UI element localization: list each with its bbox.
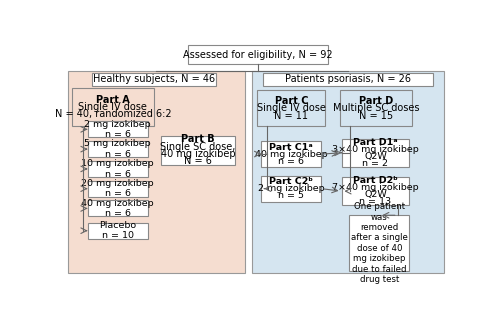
Text: Patients psoriasis, N = 26: Patients psoriasis, N = 26 — [285, 74, 411, 84]
Text: n = 13: n = 13 — [360, 197, 392, 206]
FancyBboxPatch shape — [88, 181, 148, 197]
Text: Placebo
n = 10: Placebo n = 10 — [99, 221, 136, 240]
Text: 7×40 mg izokibep: 7×40 mg izokibep — [332, 183, 418, 192]
Text: Single IV dose: Single IV dose — [257, 103, 326, 113]
Text: 20 mg izokibep
n = 6: 20 mg izokibep n = 6 — [82, 179, 154, 198]
Text: 40 mg izokibep: 40 mg izokibep — [161, 149, 236, 159]
Text: n = 2: n = 2 — [362, 159, 388, 168]
Text: Single SC dose,: Single SC dose, — [160, 142, 236, 152]
Text: Single IV dose: Single IV dose — [78, 102, 148, 112]
FancyBboxPatch shape — [88, 200, 148, 216]
Text: 5 mg izokibep
n = 6: 5 mg izokibep n = 6 — [84, 139, 151, 159]
Text: 2 mg izokibep: 2 mg izokibep — [258, 184, 324, 193]
Text: N = 11: N = 11 — [274, 111, 308, 121]
FancyBboxPatch shape — [68, 71, 244, 273]
Text: Part D1ᵃ: Part D1ᵃ — [353, 138, 398, 147]
FancyBboxPatch shape — [349, 215, 410, 271]
Text: 40 mg izokibep: 40 mg izokibep — [255, 150, 328, 159]
Text: Part D: Part D — [358, 96, 393, 106]
FancyBboxPatch shape — [263, 73, 434, 86]
Text: Part B: Part B — [182, 134, 215, 144]
FancyBboxPatch shape — [262, 176, 322, 202]
FancyBboxPatch shape — [72, 88, 154, 126]
Text: Assessed for eligibility, N = 92: Assessed for eligibility, N = 92 — [184, 49, 333, 60]
Text: Part C2ᵇ: Part C2ᵇ — [270, 177, 314, 186]
Text: N = 6: N = 6 — [184, 156, 212, 166]
FancyBboxPatch shape — [88, 121, 148, 137]
FancyBboxPatch shape — [342, 139, 409, 167]
FancyBboxPatch shape — [88, 223, 148, 239]
FancyBboxPatch shape — [262, 141, 322, 167]
Text: Part C1ᵃ: Part C1ᵃ — [270, 143, 313, 152]
FancyBboxPatch shape — [92, 73, 216, 86]
Text: Q2W: Q2W — [364, 152, 387, 161]
FancyBboxPatch shape — [252, 71, 444, 273]
FancyBboxPatch shape — [258, 91, 325, 126]
Text: Part A: Part A — [96, 95, 130, 105]
Text: n = 6: n = 6 — [278, 157, 304, 166]
Text: Multiple SC doses: Multiple SC doses — [332, 103, 419, 113]
Text: Part D2ᵇ: Part D2ᵇ — [353, 176, 398, 185]
Text: N = 40, randomized 6:2: N = 40, randomized 6:2 — [54, 109, 171, 119]
FancyBboxPatch shape — [88, 141, 148, 157]
Text: One patient
was
removed
after a single
dose of 40
mg izokibep
due to failed
drug: One patient was removed after a single d… — [351, 202, 408, 284]
FancyBboxPatch shape — [88, 161, 148, 177]
Text: 10 mg izokibep
n = 6: 10 mg izokibep n = 6 — [82, 159, 154, 178]
Text: N = 15: N = 15 — [358, 111, 393, 121]
Text: Healthy subjects, N = 46: Healthy subjects, N = 46 — [94, 74, 216, 84]
Text: 40 mg izokibep
n = 6: 40 mg izokibep n = 6 — [82, 199, 154, 218]
Text: Q2W: Q2W — [364, 190, 387, 199]
FancyBboxPatch shape — [188, 45, 328, 64]
FancyBboxPatch shape — [340, 91, 411, 126]
Text: 3×40 mg izokibep: 3×40 mg izokibep — [332, 145, 419, 154]
Text: n = 5: n = 5 — [278, 191, 304, 200]
Text: Part C: Part C — [274, 96, 308, 106]
Text: 2 mg izokibep
n = 6: 2 mg izokibep n = 6 — [84, 120, 151, 139]
FancyBboxPatch shape — [162, 136, 235, 165]
FancyBboxPatch shape — [342, 177, 409, 205]
